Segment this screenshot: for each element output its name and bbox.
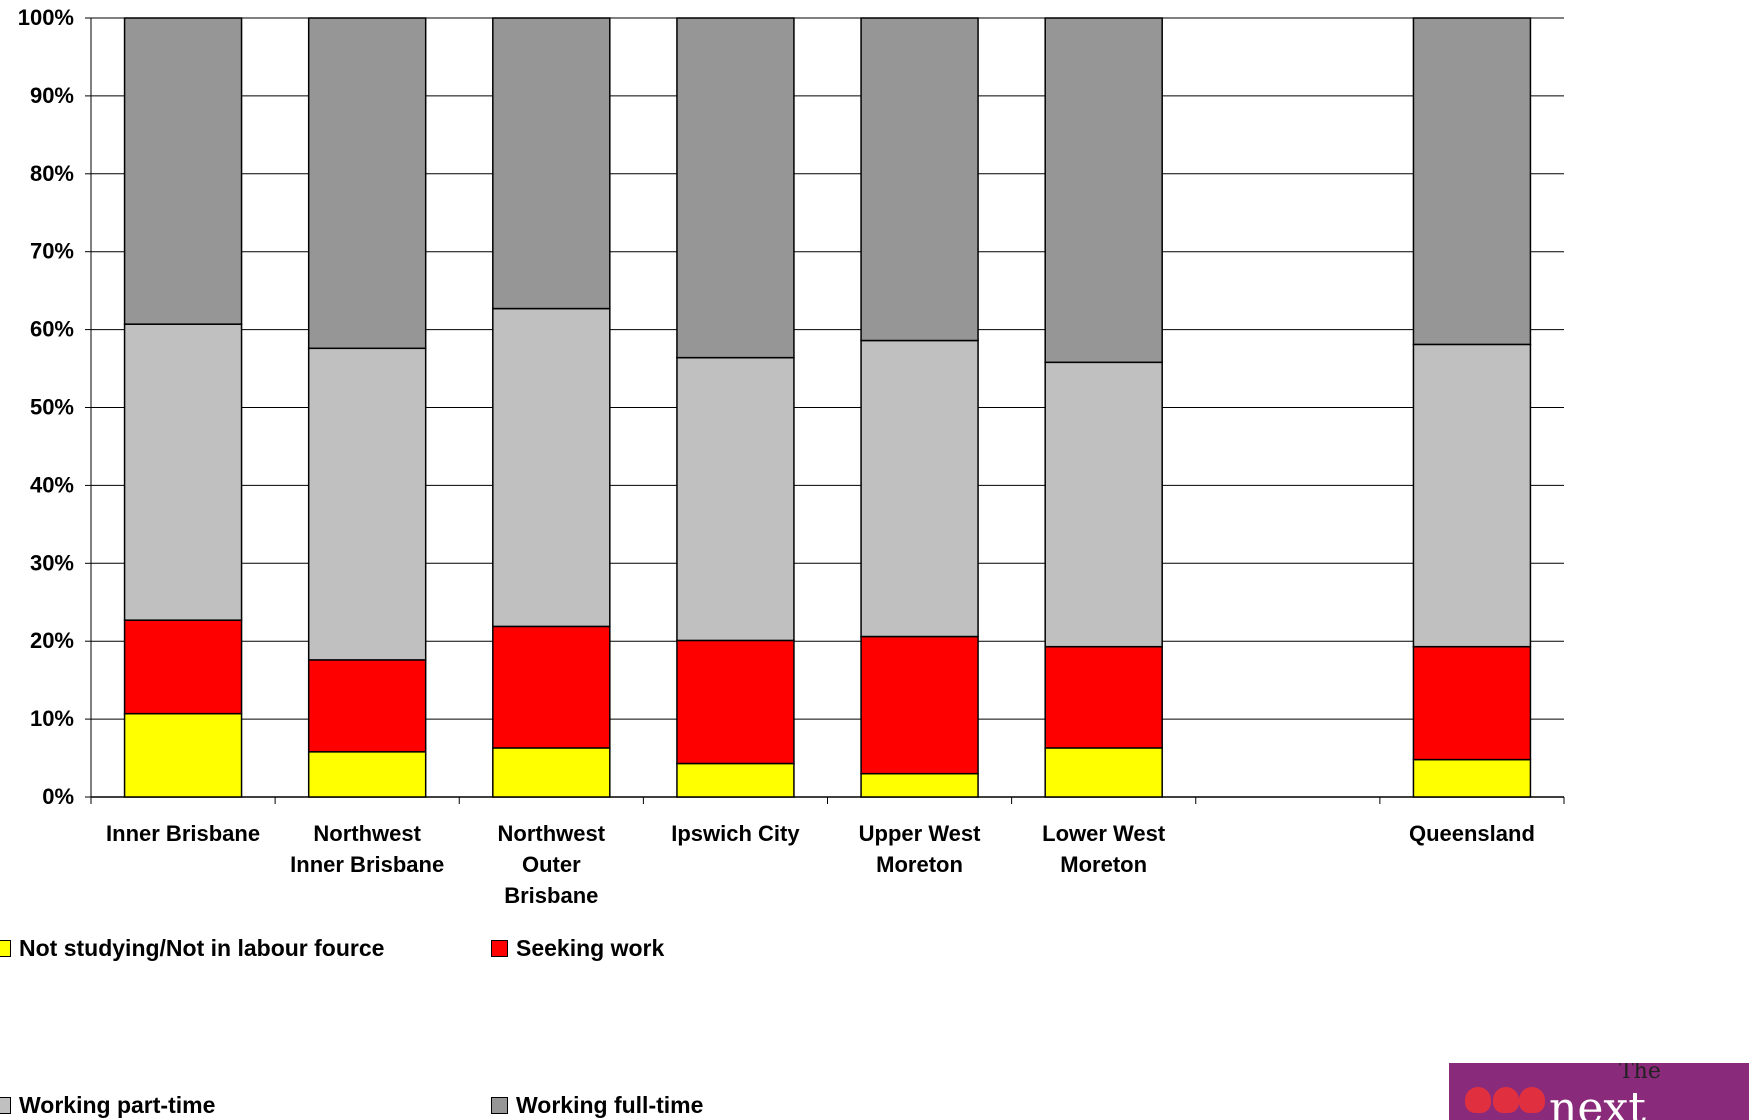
legend-label-not-studying: Not studying/Not in labour fource <box>19 935 385 961</box>
heart-icon <box>1493 1087 1519 1113</box>
bar-segment <box>1044 361 1163 648</box>
bar-segment <box>1044 645 1163 749</box>
y-tick-label: 10% <box>30 706 74 731</box>
y-tick-label: 100% <box>18 5 74 30</box>
bar-segment <box>1412 758 1532 798</box>
bar-segment <box>492 307 611 628</box>
legend-label-working-full-time: Working full-time <box>516 1092 704 1118</box>
bar-segment <box>492 747 611 798</box>
heart-icon <box>1519 1087 1545 1113</box>
bar-segment <box>307 751 427 798</box>
x-category-label: Queensland <box>1409 821 1535 846</box>
bar-segment <box>123 712 243 798</box>
legend-label-seeking-work: Seeking work <box>516 935 665 961</box>
bar-segment <box>1412 343 1532 648</box>
bar-segment <box>860 772 979 798</box>
bar-segment <box>492 17 611 310</box>
y-tick-label: 70% <box>30 239 74 264</box>
legend-item-seeking-work: Seeking work <box>491 935 664 962</box>
y-tick-label: 30% <box>30 550 74 575</box>
bar-segment <box>123 619 243 715</box>
bar-segment <box>860 635 979 775</box>
x-category-label: Northwest <box>498 821 606 846</box>
y-tick-label: 40% <box>30 472 74 497</box>
x-category-label: Moreton <box>1060 852 1147 877</box>
y-tick-label: 20% <box>30 628 74 653</box>
logo-text-next: next <box>1549 1083 1646 1120</box>
bar-segment <box>676 762 795 798</box>
x-category-label: Lower West <box>1042 821 1166 846</box>
y-tick-label: 0% <box>42 784 74 809</box>
legend-item-working-part-time: Working part-time <box>0 1092 215 1119</box>
legend-item-not-studying: Not studying/Not in labour fource <box>0 935 384 962</box>
x-category-label: Northwest <box>313 821 421 846</box>
bar-segment <box>1044 17 1163 364</box>
y-tick-label: 80% <box>30 161 74 186</box>
x-category-label: Inner Brisbane <box>290 852 444 877</box>
x-category-label: Ipswich City <box>671 821 800 846</box>
logo-text-the: The <box>1619 1063 1661 1084</box>
y-tick-label: 90% <box>30 83 74 108</box>
legend-label-working-part-time: Working part-time <box>19 1092 216 1118</box>
legend-swatch-working-part-time <box>0 1097 11 1114</box>
bar-segment <box>676 356 795 642</box>
bar-segment <box>123 323 243 621</box>
bar-segment <box>307 659 427 753</box>
bar-segment <box>492 625 611 749</box>
y-tick-label: 60% <box>30 317 74 342</box>
bar-segment <box>676 17 795 359</box>
x-category-label: Moreton <box>876 852 963 877</box>
bar-segment <box>307 347 427 661</box>
legend-swatch-working-full-time <box>491 1097 508 1114</box>
bar-segment <box>1044 747 1163 798</box>
x-category-label: Outer <box>522 852 581 877</box>
legend-item-working-full-time: Working full-time <box>491 1092 703 1119</box>
bar-segment <box>860 17 979 342</box>
heart-icon <box>1465 1087 1491 1113</box>
bar-segment <box>860 339 979 638</box>
bar-segment <box>1412 645 1532 761</box>
y-tick-label: 50% <box>30 395 74 420</box>
legend-swatch-not-studying <box>0 940 11 957</box>
bar-segment <box>676 639 795 765</box>
logo: The next <box>1449 1063 1749 1120</box>
x-category-label: Upper West <box>859 821 982 846</box>
legend-swatch-seeking-work <box>491 940 508 957</box>
bar-segment <box>307 17 427 350</box>
x-category-label: Inner Brisbane <box>106 821 260 846</box>
bar-segment <box>123 17 243 325</box>
x-category-label: Brisbane <box>504 883 598 908</box>
bar-segment <box>1412 17 1532 346</box>
